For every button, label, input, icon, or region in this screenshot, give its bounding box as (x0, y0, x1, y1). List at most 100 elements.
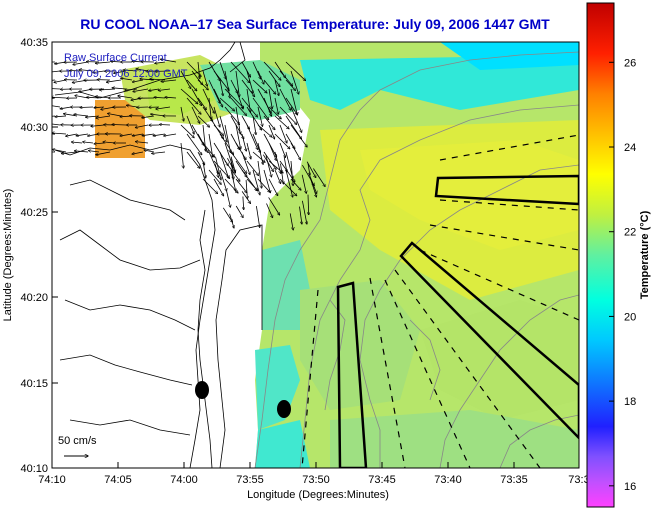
current-vector (149, 88, 160, 91)
current-vector (202, 88, 214, 113)
y-axis-label: Latitude (Degrees:Minutes) (2, 189, 14, 322)
current-vector (252, 115, 256, 135)
current-vector (142, 133, 155, 136)
current-vector (213, 178, 224, 196)
current-vector (75, 96, 89, 99)
current-vector (219, 79, 223, 96)
current-vector (213, 160, 230, 178)
current-vector (306, 161, 316, 178)
current-vector (197, 79, 208, 90)
current-vector (95, 62, 111, 63)
current-vector (241, 97, 257, 117)
current-vector (186, 97, 201, 114)
colorbar-tick-label: 18 (624, 396, 636, 408)
current-vector (219, 169, 227, 191)
current-vector (186, 115, 194, 134)
station-marker (195, 381, 209, 399)
colorbar-tick-label: 22 (624, 227, 636, 239)
current-vector (186, 61, 201, 77)
current-vector (89, 151, 100, 152)
current-vector (94, 143, 105, 144)
current-vector (71, 142, 83, 143)
current-vector (263, 97, 272, 116)
x-tick-label: 73:3 (568, 474, 589, 486)
current-vector (132, 133, 144, 136)
current-vector (290, 124, 307, 147)
current-vector (202, 70, 207, 86)
current-vector (94, 107, 105, 108)
current-vector (226, 190, 231, 208)
current-vector (222, 207, 232, 222)
current-vector (112, 88, 127, 89)
current-vector (268, 178, 278, 196)
current-vector (91, 125, 105, 126)
current-vector (213, 124, 223, 135)
current-vector (246, 70, 253, 93)
current-vector (159, 125, 171, 126)
current-vector (290, 106, 302, 132)
current-vector (279, 70, 293, 86)
x-tick-label: 73:55 (236, 474, 264, 486)
current-vector (235, 124, 241, 149)
current-vector (263, 169, 270, 193)
current-vector (73, 61, 89, 65)
surface-current-vectors (52, 59, 325, 230)
current-vector (55, 116, 67, 117)
current-vector (285, 61, 306, 81)
current-vector (224, 88, 244, 108)
current-vector (230, 97, 246, 115)
current-vector (202, 142, 215, 157)
y-tick-label: 40:35 (20, 37, 48, 49)
current-vector (227, 158, 235, 173)
current-vector (186, 79, 197, 91)
y-tick-label: 40:10 (20, 463, 48, 475)
current-vector (111, 61, 122, 62)
current-vector (257, 124, 272, 137)
current-vector (241, 79, 255, 97)
current-vector (230, 156, 235, 172)
x-axis-label: Longitude (Degrees:Minutes) (247, 489, 389, 501)
current-vector (96, 151, 111, 155)
current-vector (208, 169, 221, 184)
current-vector (268, 124, 275, 139)
current-vector (268, 197, 280, 215)
current-vector (263, 115, 275, 130)
current-vector (243, 196, 244, 210)
current-vector (208, 97, 211, 119)
current-vector (274, 133, 290, 149)
current-vector (246, 88, 250, 112)
current-vector (120, 133, 133, 136)
map-area (52, 42, 579, 468)
current-vector (158, 89, 171, 91)
y-tick-label: 40:25 (20, 207, 48, 219)
current-vector (76, 133, 89, 136)
current-vector (208, 133, 213, 157)
current-vector (132, 151, 144, 154)
current-vector (230, 169, 236, 191)
current-vector (290, 178, 301, 190)
current-vector (219, 97, 235, 111)
current-vector (285, 133, 295, 149)
current-vector (161, 79, 177, 82)
current-vector (263, 151, 276, 169)
current-vector (224, 106, 240, 125)
current-vector (197, 97, 206, 110)
current-vector (52, 133, 67, 134)
current-vector (263, 79, 276, 94)
current-vector (290, 142, 301, 160)
current-vector (160, 59, 177, 63)
scale-label: 50 cm/s (58, 435, 97, 447)
current-vector (213, 70, 229, 91)
current-vector (262, 154, 273, 172)
current-vector (142, 115, 155, 118)
current-vector (266, 203, 273, 218)
current-vector (257, 178, 270, 192)
bathymetry-contours (254, 51, 579, 468)
current-vector (241, 133, 246, 151)
current-vector (241, 191, 250, 203)
current-vector (83, 142, 94, 143)
current-vector (213, 88, 223, 107)
current-vector (280, 163, 284, 184)
current-vector (53, 149, 67, 153)
